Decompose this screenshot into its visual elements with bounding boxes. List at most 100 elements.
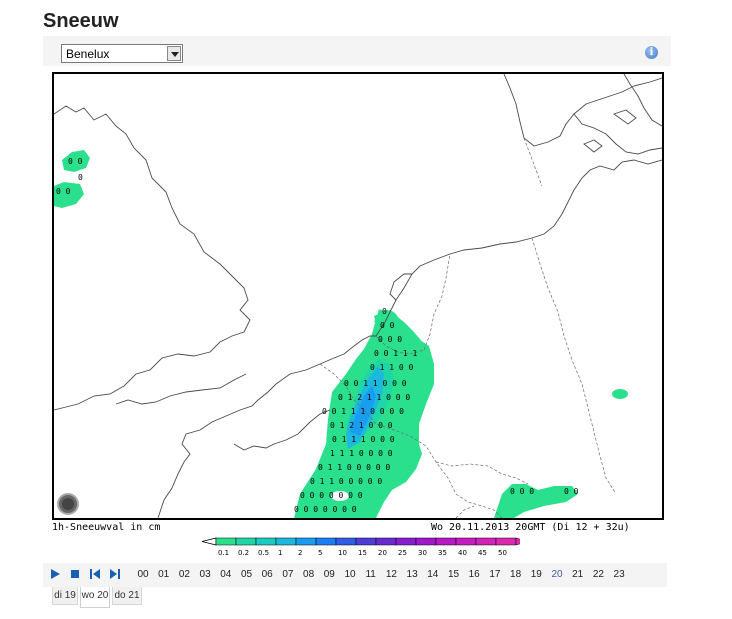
hour-00[interactable]: 00 [137,569,149,580]
coast-island-2 [613,109,637,125]
svg-text:0 1 2 1 1 0 0 0: 0 1 2 1 1 0 0 0 [338,393,410,402]
play-icon[interactable] [49,568,61,580]
region-select[interactable]: Benelux [61,44,183,63]
skip-forward-icon[interactable] [109,568,121,580]
hour-04[interactable]: 04 [220,569,232,580]
hour-09[interactable]: 09 [323,569,335,580]
coast-france [275,335,376,385]
legend-label: 0.5 [258,549,269,557]
border-de-east [531,237,617,495]
svg-text:0 0 0 0 0 0 0: 0 0 0 0 0 0 0 [300,491,363,500]
svg-text:1 1 1 0 0 0 0: 1 1 1 0 0 0 0 [330,449,393,458]
legend-label: 1 [278,549,282,557]
coast-germany [531,159,662,239]
legend-label: 40 [458,549,467,557]
coast-lowlands [375,237,533,337]
svg-text:0 0 0: 0 0 0 [510,487,534,496]
hour-10[interactable]: 10 [344,569,356,580]
border-fr-it [455,505,475,518]
border-de-fr [363,409,457,495]
svg-text:0 0 1 1 1 0 0 0 0: 0 0 1 1 1 0 0 0 0 [322,407,404,416]
snow-area-cap [380,310,396,336]
legend-swatch [315,537,337,546]
legend-swatch [495,537,517,546]
svg-text:0 0: 0 0 [564,487,579,496]
svg-text:0 1 1 0 0 0 0 0: 0 1 1 0 0 0 0 0 [310,477,382,486]
svg-text:0 0: 0 0 [68,157,83,166]
legend-swatch [275,537,297,546]
snow-area-nw-2 [54,182,84,208]
hour-18[interactable]: 18 [510,569,522,580]
border-de-south [435,461,529,485]
border-ch [455,493,503,518]
border-be-nl [375,335,425,355]
coastlines [54,74,662,518]
legend-scale: 0.1 0.2 0.5 1 2 5 10 15 20 25 30 35 40 45 50 [201,537,529,557]
hour-22[interactable]: 22 [592,569,604,580]
page-title: Sneeuw [43,10,119,32]
info-icon[interactable]: i [645,46,658,59]
chevron-down-icon[interactable] [167,46,181,61]
hour-08[interactable]: 08 [303,569,315,580]
coast-channel [233,409,331,451]
svg-text:0: 0 [78,173,83,182]
legend-swatch [255,537,277,546]
skip-back-icon[interactable] [89,568,101,580]
map-canvas: 0 0 0 0 0 0 0 0 0 0 0 0 0 1 1 1 0 1 1 0 0 … [54,74,662,518]
legend-swatch [435,537,457,546]
map-caption-variable: 1h-Sneeuwval in cm [52,522,161,533]
legend-underflow-marker [201,537,217,546]
hour-23[interactable]: 23 [613,569,625,580]
coast-island-1 [583,139,603,153]
svg-text:0 0 1 1 1: 0 0 1 1 1 [374,349,418,358]
hour-11[interactable]: 11 [365,569,376,580]
snow-area-nw-1 [62,150,90,172]
hour-15[interactable]: 15 [447,569,460,580]
hour-16[interactable]: 16 [468,569,480,580]
day-tab-wo-20[interactable]: wo 20 [80,587,110,608]
coast-britain [54,105,251,411]
legend-swatch [335,537,357,546]
svg-text:0 0 0: 0 0 0 [378,335,402,344]
hour-05[interactable]: 05 [240,569,253,580]
legend-label: 0.2 [238,549,249,557]
hour-17[interactable]: 17 [489,569,501,580]
region-select-value: Benelux [66,47,110,61]
legend-label: 0.1 [218,549,229,557]
hour-03[interactable]: 03 [199,569,211,580]
hour-20[interactable]: 20 [551,569,563,580]
legend-swatch [395,537,417,546]
legend-swatch [415,537,437,546]
border-nl-de [423,253,451,351]
legend-label: 2 [298,549,302,557]
hour-14[interactable]: 14 [427,569,439,580]
svg-text:0 0: 0 0 [56,187,71,196]
legend-swatch [375,537,397,546]
legend-label: 35 [438,549,447,557]
legend-overflow-marker [515,537,529,546]
stop-icon[interactable] [69,568,81,580]
svg-text:0 1 1 0 0 0 0 0: 0 1 1 0 0 0 0 0 [318,463,390,472]
coast-france-west [157,383,277,518]
hour-07[interactable]: 07 [282,569,294,580]
snowfall-map: 0 0 0 0 0 0 0 0 0 0 0 0 0 1 1 1 0 1 1 0 0 … [52,72,664,520]
svg-text:0 0 1 1 0 0 0: 0 0 1 1 0 0 0 [344,379,407,388]
hour-21[interactable]: 21 [572,569,584,580]
svg-text:0 0: 0 0 [380,321,395,330]
border-de-dk [523,137,543,187]
snow-area-east [494,484,578,518]
hour-02[interactable]: 02 [178,569,190,580]
hour-12[interactable]: 12 [385,569,397,580]
hour-06[interactable]: 06 [261,569,273,580]
legend-label: 5 [318,549,322,557]
day-tab-di-19[interactable]: di 19 [52,587,78,605]
legend-label: 10 [338,549,347,557]
legend-label: 15 [358,549,367,557]
snow-hole [331,491,349,501]
hour-19[interactable]: 19 [530,569,542,580]
hour-01[interactable]: 01 [158,569,170,580]
coast-britain-south [115,373,247,405]
hour-13[interactable]: 13 [406,569,418,580]
day-tab-do-21[interactable]: do 21 [112,587,142,605]
loading-sun-icon [57,493,79,515]
